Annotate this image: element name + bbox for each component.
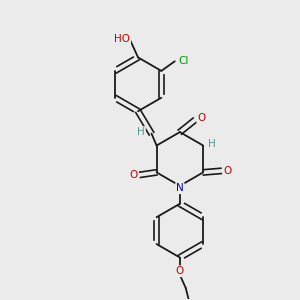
Text: O: O: [176, 266, 184, 276]
Text: O: O: [130, 170, 138, 180]
Text: O: O: [197, 113, 206, 123]
Text: HO: HO: [114, 34, 130, 44]
Text: H: H: [137, 127, 145, 137]
Text: Cl: Cl: [178, 56, 188, 66]
Text: H: H: [208, 139, 215, 149]
Text: N: N: [176, 183, 184, 193]
Text: O: O: [224, 166, 232, 176]
